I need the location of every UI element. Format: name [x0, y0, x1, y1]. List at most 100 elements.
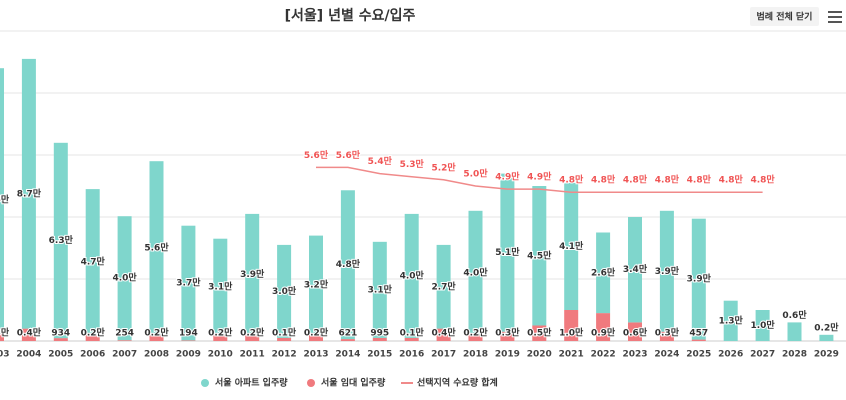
bar-segment: [659, 210, 674, 332]
bar-segment: [404, 213, 419, 338]
bar-value-label: 4.7만: [81, 255, 106, 267]
line-value-label: 5.4만: [368, 155, 393, 167]
bar-value-label: 0.1만: [400, 327, 425, 339]
bar-segment: [596, 232, 611, 314]
bar-value-label: 4.0만: [400, 269, 425, 281]
legend-item[interactable]: 서울 아파트 입주량: [201, 377, 288, 389]
bar-segment: [117, 340, 132, 341]
line-value-label: 4.8만: [623, 174, 648, 186]
bar-value-label: 254: [115, 329, 134, 339]
bar-segment: [53, 142, 68, 339]
bar-value-label: 3.0만: [272, 285, 297, 297]
x-tick-label: 2011: [240, 350, 265, 360]
x-tick-label: 2007: [112, 350, 137, 360]
line-value-label: 4.8만: [559, 174, 584, 186]
legend-marker: [307, 379, 315, 387]
x-tick-label: 2021: [559, 350, 584, 360]
bar-value-label: 6.3만: [49, 234, 74, 246]
x-tick-label: 2004: [16, 350, 41, 360]
bar-segment: [659, 331, 674, 341]
bar-value-label: 3.9만: [655, 265, 680, 277]
x-tick-label: 2016: [399, 350, 424, 360]
x-tick-label: 2014: [335, 350, 360, 360]
bar-segment: [245, 213, 260, 335]
bar-segment: [628, 217, 642, 323]
bar-value-label: 0.5만: [527, 327, 552, 339]
bar-value-label: 8.7만: [17, 187, 42, 199]
line-value-label: 5.2만: [431, 161, 456, 173]
bar-value-label: 995: [370, 329, 389, 339]
bar-segment: [372, 337, 387, 341]
x-tick-label: 2024: [654, 350, 679, 360]
x-tick-label: 2025: [686, 350, 711, 360]
legend-item[interactable]: 서울 임대 입주량: [307, 377, 386, 389]
bar-segment: [564, 182, 579, 310]
bar-value-label: 0.3만: [655, 327, 680, 339]
bar-value-label: 3.2만: [304, 279, 329, 291]
bar-value-label: 3.9만: [687, 273, 712, 285]
legend-marker: [201, 379, 209, 387]
bar-value-label: 3.4만: [623, 263, 648, 275]
bar-segment: [0, 68, 4, 332]
x-tick-label: 2029: [814, 350, 839, 360]
bar-segment: [0, 331, 4, 341]
line-value-label: 4.8만: [719, 174, 744, 186]
menu-icon[interactable]: [828, 11, 842, 23]
bar-segment: [309, 235, 323, 335]
line-value-label: 4.9만: [527, 171, 552, 183]
line-value-label: 4.8만: [655, 174, 680, 186]
line-value-label: 5.6만: [336, 149, 361, 161]
bar-value-label: 5.1만: [495, 246, 520, 258]
x-tick-label: 2005: [48, 350, 73, 360]
bar-value-label: 4.5만: [527, 249, 552, 261]
x-tick-label: 2022: [591, 350, 616, 360]
x-tick-label: 2009: [176, 350, 201, 360]
demand-line: [316, 166, 763, 193]
bar-segment: [787, 322, 802, 341]
bar-segment: [819, 334, 834, 341]
bar-value-label: 4.0만: [112, 272, 137, 284]
bar-segment: [436, 328, 451, 341]
bar-segment: [628, 322, 642, 341]
bar-segment: [532, 186, 547, 326]
bar-value-label: 1.3만: [719, 314, 744, 326]
bar-segment: [340, 339, 355, 341]
x-tick-label: 2017: [431, 350, 456, 360]
line-value-label: 4.8만: [687, 174, 712, 186]
bar-segment: [149, 334, 164, 341]
legend-label: 선택지역 수요량 합계: [417, 377, 498, 389]
bar-value-label: 3.7만: [176, 277, 201, 289]
bar-value-label: 4.8만: [336, 258, 361, 270]
bar-value-label: 3.9만: [240, 268, 265, 280]
chart-title: [서울] 년별 수요/입주: [285, 7, 416, 24]
bar-segment: [53, 338, 68, 341]
bar-segment: [213, 334, 228, 341]
x-tick-label: 2020: [527, 350, 552, 360]
bar-segment: [21, 328, 36, 341]
bar-value-label: 4.0만: [463, 266, 488, 278]
bar-value-label: 194: [179, 329, 198, 339]
bar-value-label: 0.2만: [814, 321, 839, 333]
bar-value-label: 0.3만: [0, 327, 10, 339]
bar-segment: [309, 334, 323, 341]
bar-segment: [213, 238, 228, 335]
bar-segment: [691, 218, 706, 340]
bar-segment: [85, 334, 100, 341]
line-value-label: 5.6만: [304, 149, 329, 161]
x-tick-label: 2015: [367, 350, 392, 360]
legend-toggle-button[interactable]: [750, 7, 819, 26]
legend-toggle-label[interactable]: 범례 전체 닫기: [757, 11, 813, 23]
legend-item[interactable]: 선택지역 수요량 합계: [401, 377, 498, 389]
bar-value-label: 3.1만: [208, 280, 233, 292]
line-value-label: 4.9만: [495, 171, 520, 183]
bar-value-label: 4.1만: [559, 240, 584, 252]
x-tick-label: 2019: [495, 350, 520, 360]
bar-segment: [149, 161, 164, 335]
bar-value-label: 934: [51, 329, 70, 339]
bar-value-label: 2.6만: [591, 266, 616, 278]
bar-segment: [723, 300, 738, 341]
line-value-label: 4.8만: [750, 174, 775, 186]
bar-segment: [277, 337, 292, 341]
x-tick-label: 2027: [750, 350, 775, 360]
